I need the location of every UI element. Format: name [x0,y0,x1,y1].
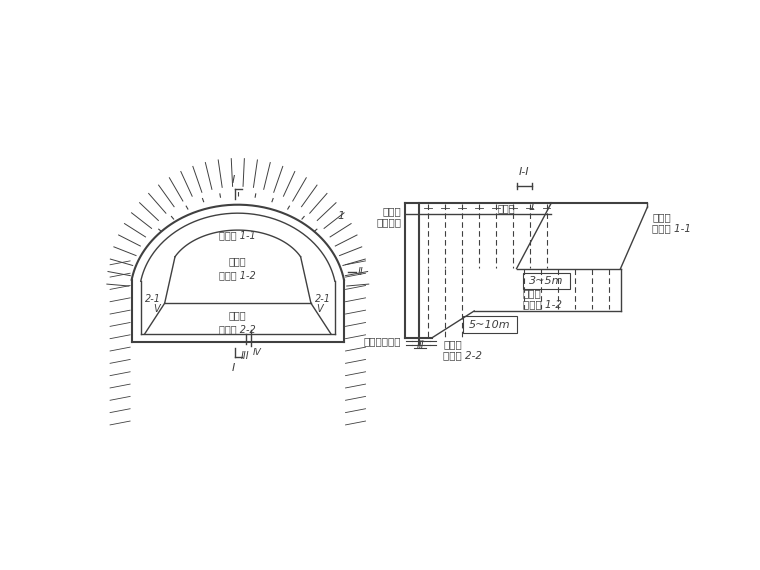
Text: Ⅲ: Ⅲ [417,340,423,350]
Text: 上台阶 1-1: 上台阶 1-1 [652,223,691,233]
Text: 核心土 2-2: 核心土 2-2 [443,350,483,360]
Text: 伸进初期支护: 伸进初期支护 [363,336,401,346]
Text: II: II [358,267,363,278]
Text: 钢拱架: 钢拱架 [382,206,401,216]
Bar [463,316,517,333]
Text: 下台阶: 下台阶 [443,339,462,349]
Text: III: III [241,351,250,361]
Text: 上台阶
核心土 1-2: 上台阶 核心土 1-2 [220,256,256,280]
Text: 3~5m: 3~5m [529,276,564,286]
Text: 1: 1 [528,202,535,212]
Text: I-I: I-I [519,167,530,177]
Text: 下台阶
核心土 2-2: 下台阶 核心土 2-2 [220,311,256,335]
Text: I: I [232,174,235,185]
Text: 初期支护: 初期支护 [376,217,401,227]
Text: 核心土 1-2: 核心土 1-2 [523,299,562,309]
Text: 1: 1 [338,211,345,221]
Bar [523,273,571,288]
Text: 5~10m: 5~10m [469,320,511,330]
Text: 2-1: 2-1 [145,294,161,304]
Text: 上台阶: 上台阶 [497,203,515,213]
Text: 上台阶 1-1: 上台阶 1-1 [220,230,256,240]
Text: 掌子面: 掌子面 [652,212,671,222]
Text: V: V [153,304,160,315]
Text: 2-1: 2-1 [315,294,331,304]
Text: 上台阶: 上台阶 [523,288,541,298]
Text: V: V [316,304,323,315]
Text: IV: IV [253,348,262,357]
Text: I: I [232,363,235,373]
